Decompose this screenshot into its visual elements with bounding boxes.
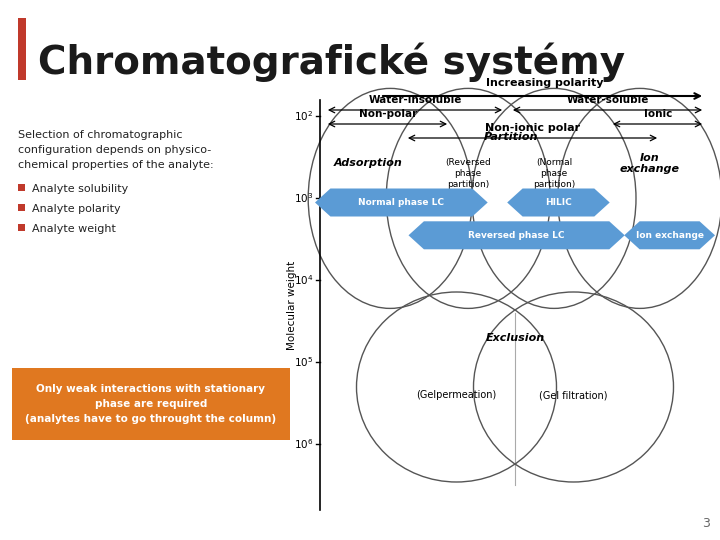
Text: Chromatografické systémy: Chromatografické systémy [38, 42, 625, 82]
Polygon shape [624, 221, 715, 249]
Text: $10^4$: $10^4$ [294, 273, 313, 287]
Text: (Gel filtration): (Gel filtration) [539, 390, 608, 400]
Text: Adsorption: Adsorption [334, 158, 402, 168]
Text: Only weak interactions with stationary
phase are required
(analytes have to go t: Only weak interactions with stationary p… [25, 384, 276, 424]
Polygon shape [408, 221, 625, 249]
Text: Water-insoluble: Water-insoluble [369, 95, 462, 105]
Text: Normal phase LC: Normal phase LC [359, 198, 444, 207]
FancyBboxPatch shape [18, 18, 26, 80]
Text: (Reversed
phase
partition): (Reversed phase partition) [446, 158, 491, 189]
Text: Partition: Partition [484, 132, 539, 142]
Text: Non-ionic polar: Non-ionic polar [485, 123, 580, 133]
Text: Reversed phase LC: Reversed phase LC [468, 231, 565, 240]
Text: $10^3$: $10^3$ [294, 192, 313, 205]
Text: Analyte weight: Analyte weight [32, 224, 116, 233]
Text: $10^6$: $10^6$ [294, 437, 313, 451]
Text: (Gelpermeation): (Gelpermeation) [416, 390, 497, 400]
Text: Water-soluble: Water-soluble [567, 95, 649, 105]
Text: configuration depends on physico-: configuration depends on physico- [18, 145, 211, 155]
FancyBboxPatch shape [18, 224, 25, 231]
FancyBboxPatch shape [12, 368, 290, 440]
Text: Non-polar: Non-polar [359, 109, 417, 119]
Text: Ion
exchange: Ion exchange [620, 153, 680, 174]
Text: Exclusion: Exclusion [485, 333, 544, 343]
Text: chemical properties of the analyte:: chemical properties of the analyte: [18, 160, 214, 170]
Text: Selection of chromatographic: Selection of chromatographic [18, 130, 182, 140]
Text: Analyte solubility: Analyte solubility [32, 184, 128, 193]
FancyBboxPatch shape [18, 204, 25, 211]
Text: Ionic: Ionic [644, 109, 672, 119]
Text: HILIC: HILIC [545, 198, 572, 207]
Polygon shape [507, 188, 610, 217]
Text: Analyte polarity: Analyte polarity [32, 204, 121, 213]
Text: Increasing polarity: Increasing polarity [486, 78, 604, 88]
Text: Molecular weight: Molecular weight [287, 260, 297, 349]
Text: Ion exchange: Ion exchange [636, 231, 703, 240]
FancyBboxPatch shape [18, 184, 25, 191]
Text: 3: 3 [702, 517, 710, 530]
Text: $10^5$: $10^5$ [294, 355, 313, 369]
Polygon shape [315, 188, 487, 217]
Text: $10^2$: $10^2$ [294, 110, 313, 123]
Text: (Normal
phase
partition): (Normal phase partition) [533, 158, 575, 189]
